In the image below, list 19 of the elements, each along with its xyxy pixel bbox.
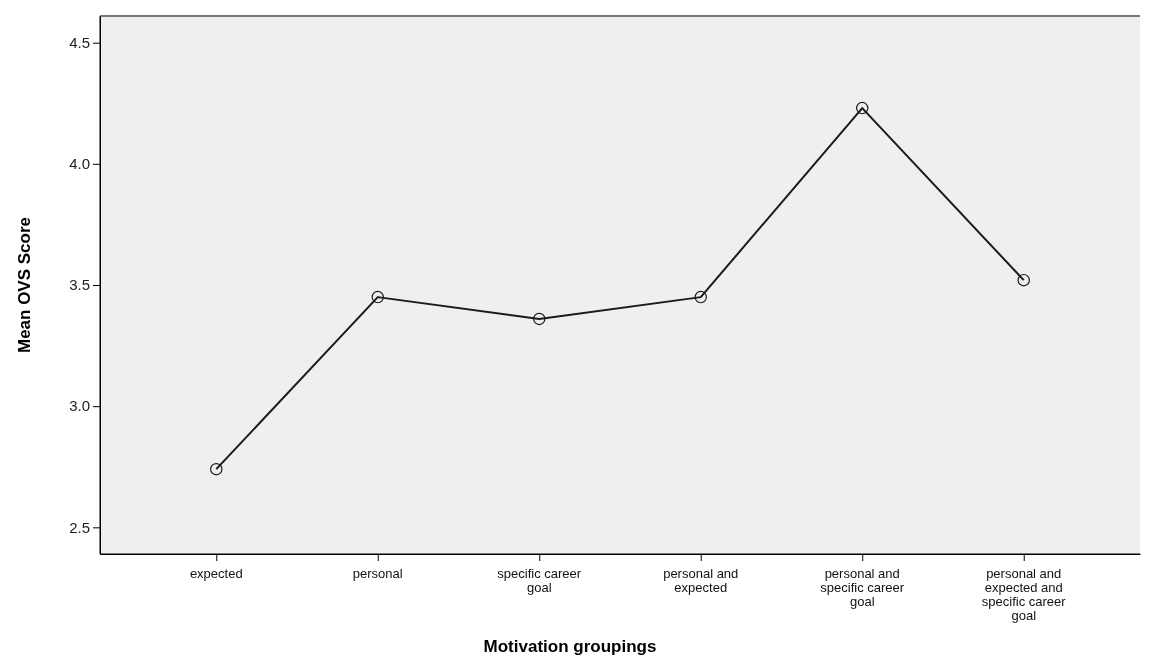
x-tick-label: personal and specific career goal (820, 566, 905, 609)
y-tick-label: 3.5 (69, 276, 90, 294)
point (855, 101, 869, 115)
point (371, 290, 385, 304)
x-tick-label: expected (189, 566, 243, 581)
point (1017, 273, 1030, 287)
x-tick-label: specific career goal (497, 566, 582, 595)
y-tick-label: 3.0 (69, 397, 90, 415)
y-axis-title: Mean OVS Score (15, 216, 34, 354)
x-tick-label: personal and expected (663, 566, 739, 595)
x-tick-label: personal (352, 566, 403, 581)
x-axis-title: Motivation groupings (483, 637, 657, 656)
point (210, 462, 223, 476)
y-tick-label: 2.5 (69, 518, 90, 536)
y-tick-label: 4.5 (69, 33, 90, 51)
point (533, 312, 546, 326)
point (694, 290, 707, 304)
y-tick-label: 4.0 (69, 155, 90, 173)
x-tick-label: personal and expected and specific career goal (981, 566, 1067, 623)
